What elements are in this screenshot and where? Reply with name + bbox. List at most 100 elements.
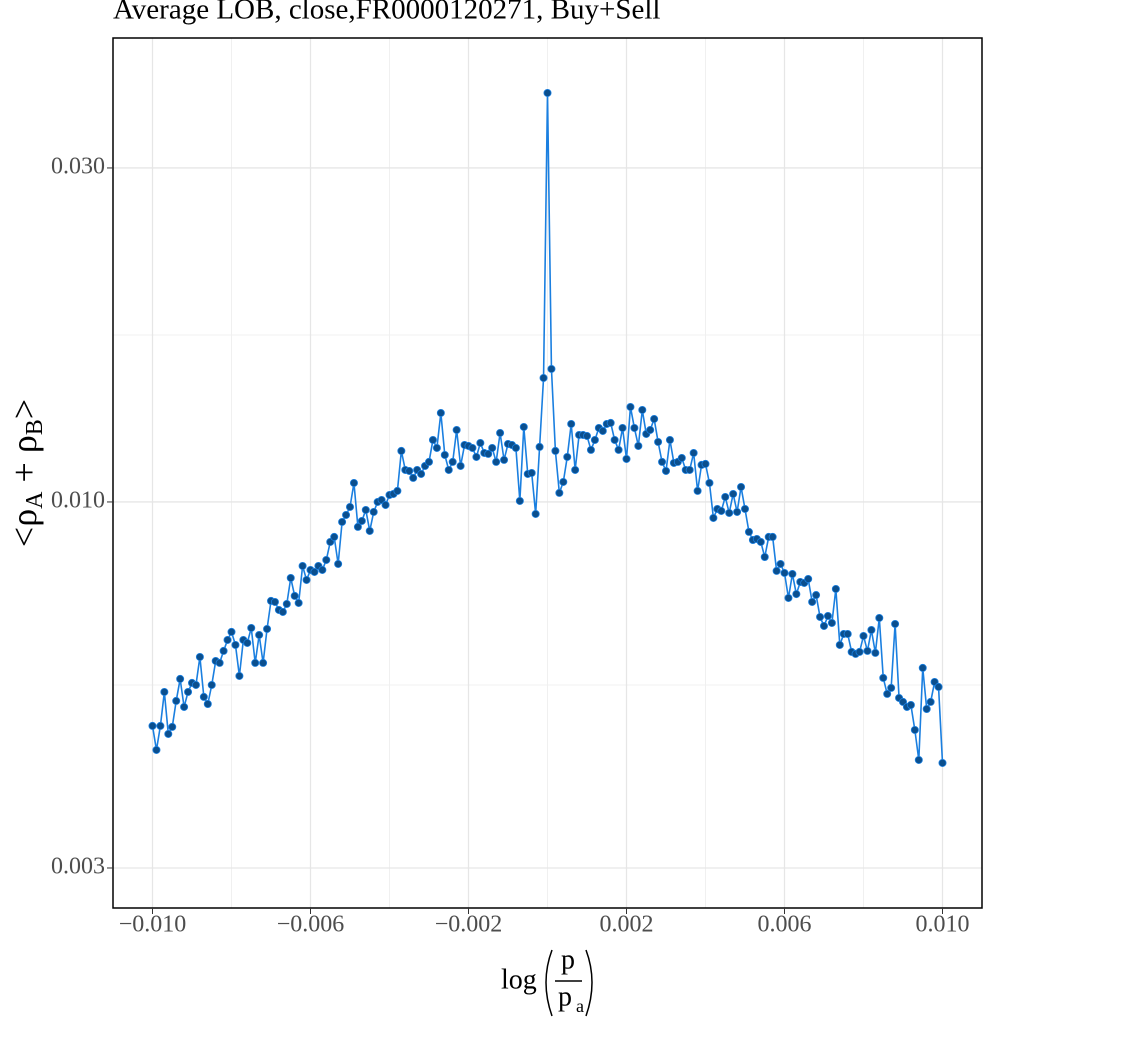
data-point	[634, 441, 643, 450]
x-tick-label: −0.010	[119, 912, 187, 938]
data-point	[436, 408, 445, 417]
data-point	[500, 455, 509, 464]
data-point	[630, 423, 639, 432]
data-point	[290, 591, 299, 600]
data-point	[567, 419, 576, 428]
data-point	[286, 573, 295, 582]
data-point	[365, 526, 374, 535]
data-point	[448, 457, 457, 466]
data-point	[693, 486, 702, 495]
data-point	[259, 658, 268, 667]
data-point	[444, 465, 453, 474]
data-point	[492, 457, 501, 466]
data-point	[638, 405, 647, 414]
plot	[148, 88, 947, 767]
data-point	[808, 597, 817, 606]
data-point	[318, 565, 327, 574]
data-point	[172, 696, 181, 705]
data-point	[199, 692, 208, 701]
data-point	[721, 492, 730, 501]
data-point	[685, 465, 694, 474]
data-point	[342, 510, 351, 519]
data-point	[219, 646, 228, 655]
y-tick-label: 0.003	[51, 853, 105, 879]
data-point	[831, 584, 840, 593]
data-point	[484, 449, 493, 458]
chart-title: Average LOB, close,FR0000120271, Buy+Sel…	[113, 0, 660, 26]
data-point	[215, 658, 224, 667]
x-tick-label: −0.006	[277, 912, 345, 938]
data-point	[148, 721, 157, 730]
data-point	[571, 465, 580, 474]
data-point	[816, 612, 825, 621]
data-point	[883, 689, 892, 698]
data-point	[468, 443, 477, 452]
data-point	[583, 431, 592, 440]
data-point	[555, 488, 564, 497]
data-point	[827, 618, 836, 627]
x-tick-label: −0.002	[435, 912, 503, 938]
data-point	[654, 437, 663, 446]
y-label-sub: A	[22, 491, 48, 509]
paren-right	[585, 949, 593, 1017]
data-point	[207, 680, 216, 689]
data-point	[397, 446, 406, 455]
data-point	[650, 414, 659, 423]
data-point	[559, 477, 568, 486]
data-point	[879, 673, 888, 682]
data-point	[476, 438, 485, 447]
data-point	[235, 671, 244, 680]
data-point	[768, 532, 777, 541]
data-point	[590, 435, 599, 444]
x-label-denominator: p	[558, 981, 572, 1012]
data-point	[725, 508, 734, 517]
data-point	[417, 469, 426, 478]
data-point	[835, 640, 844, 649]
data-point	[176, 674, 185, 683]
grid	[113, 38, 982, 908]
y-tick-label: 0.030	[51, 153, 105, 179]
data-point	[875, 613, 884, 622]
data-point	[772, 566, 781, 575]
data-point	[626, 402, 635, 411]
data-point	[547, 364, 556, 373]
data-point	[203, 699, 212, 708]
data-point	[330, 532, 339, 541]
data-point	[622, 454, 631, 463]
data-point	[646, 425, 655, 434]
y-label-sub: B	[22, 419, 48, 435]
data-point	[424, 457, 433, 466]
data-point	[863, 646, 872, 655]
data-point	[243, 638, 252, 647]
data-point	[349, 478, 358, 487]
data-point	[456, 461, 465, 470]
data-point	[606, 418, 615, 427]
data-point	[298, 561, 307, 570]
data-point	[231, 640, 240, 649]
x-label-log: log	[501, 964, 537, 995]
panel-border	[112, 37, 983, 909]
data-point	[496, 428, 505, 437]
data-point	[263, 624, 272, 633]
data-point	[191, 680, 200, 689]
data-point	[361, 505, 370, 514]
data-point	[938, 758, 947, 767]
data-point	[823, 611, 832, 620]
data-point	[255, 630, 264, 639]
data-point	[614, 445, 623, 454]
data-point	[855, 647, 864, 656]
data-point	[618, 423, 627, 432]
data-point	[432, 443, 441, 452]
data-point	[278, 607, 287, 616]
data-point	[164, 729, 173, 738]
data-point	[551, 446, 560, 455]
data-point	[610, 435, 619, 444]
data-point	[658, 457, 667, 466]
data-point	[871, 648, 880, 657]
data-point	[223, 635, 232, 644]
data-point	[409, 473, 418, 482]
data-point	[381, 500, 390, 509]
data-point	[294, 598, 303, 607]
data-point	[357, 516, 366, 525]
